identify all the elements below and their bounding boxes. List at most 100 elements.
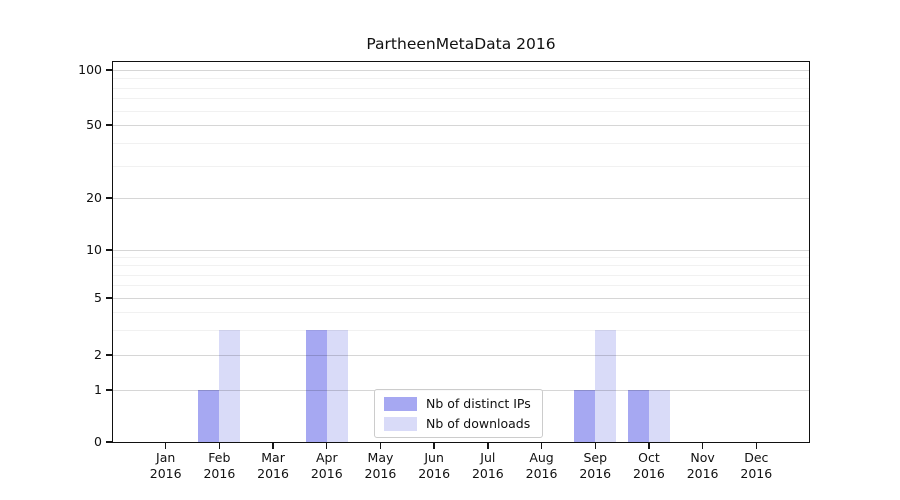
bar-nb-of-distinct-ips-sep: [574, 390, 596, 443]
x-tick-mark: [648, 443, 650, 449]
x-tick-label: Nov 2016: [669, 450, 737, 482]
y-tick-mark: [106, 69, 112, 71]
minor-gridline: [112, 274, 810, 276]
x-tick-month: Jan: [156, 450, 176, 465]
bar-nb-of-downloads-sep: [595, 329, 617, 443]
major-gridline: [112, 70, 810, 71]
chart-title: PartheenMetaData 2016: [366, 35, 556, 53]
x-tick-mark: [272, 443, 274, 449]
y-tick-mark: [106, 197, 112, 199]
major-gridline: [112, 355, 810, 356]
y-tick-mark: [106, 441, 112, 443]
y-tick-mark: [106, 124, 112, 126]
x-tick-mark: [326, 443, 328, 449]
x-tick-mark: [701, 443, 704, 449]
x-tick-month: Feb: [208, 450, 231, 465]
minor-gridline: [112, 98, 810, 100]
x-tick-year: 2016: [633, 466, 665, 481]
minor-gridline: [112, 265, 810, 267]
minor-gridline: [112, 87, 810, 89]
major-gridline: [112, 125, 810, 126]
y-tick-label: 2: [94, 347, 102, 362]
x-tick-label: Sep 2016: [561, 450, 629, 482]
x-tick-year: 2016: [364, 466, 397, 481]
x-tick-label: Jul 2016: [454, 450, 522, 482]
x-tick-label: Feb 2016: [185, 450, 253, 482]
x-tick-year: 2016: [471, 466, 504, 481]
x-tick-month: Aug: [529, 450, 554, 465]
y-tick-label: 50: [86, 117, 102, 132]
x-tick-mark: [164, 443, 167, 449]
legend-label-downloads: Nb of downloads: [426, 416, 531, 431]
bar-nb-of-distinct-ips-oct: [627, 390, 649, 443]
minor-gridline: [112, 329, 810, 331]
y-tick-mark: [106, 354, 112, 356]
legend-swatch-downloads: [384, 416, 417, 431]
x-tick-mark: [487, 443, 489, 449]
minor-gridline: [112, 110, 810, 112]
legend-label-distinct-ips: Nb of distinct IPs: [426, 396, 531, 411]
bar-nb-of-distinct-ips-apr: [305, 329, 327, 443]
x-tick-month: Nov: [690, 450, 715, 465]
x-tick-year: 2016: [686, 466, 719, 481]
y-tick-mark: [106, 389, 112, 391]
bar-nb-of-downloads-feb: [219, 329, 241, 443]
minor-gridline: [112, 257, 810, 259]
x-tick-month: May: [367, 450, 394, 465]
y-tick-label: 20: [86, 190, 102, 205]
minor-gridline: [112, 142, 810, 144]
bar-nb-of-downloads-oct: [648, 390, 670, 443]
minor-gridline: [112, 311, 810, 313]
x-tick-year: 2016: [257, 466, 289, 481]
x-tick-label: Aug 2016: [508, 450, 576, 482]
x-tick-year: 2016: [418, 466, 451, 481]
x-tick-mark: [433, 443, 435, 449]
x-tick-year: 2016: [525, 466, 558, 481]
x-tick-month: Sep: [583, 450, 607, 465]
x-tick-mark: [755, 443, 757, 449]
y-tick-mark: [106, 249, 112, 251]
major-gridline: [112, 198, 810, 199]
x-tick-label: Oct 2016: [615, 450, 683, 482]
y-tick-label: 1: [94, 382, 102, 397]
x-tick-label: Mar 2016: [239, 450, 307, 482]
legend-item-distinct-ips: Nb of distinct IPs: [384, 396, 531, 411]
minor-gridline: [112, 78, 810, 80]
x-tick-year: 2016: [149, 466, 182, 481]
x-tick-year: 2016: [579, 466, 612, 481]
x-tick-month: Mar: [261, 450, 285, 465]
x-tick-year: 2016: [740, 466, 773, 481]
x-tick-label: Jan 2016: [132, 450, 200, 482]
bar-nb-of-distinct-ips-feb: [198, 390, 220, 443]
legend-item-downloads: Nb of downloads: [384, 416, 531, 431]
legend: Nb of distinct IPs Nb of downloads: [374, 389, 543, 438]
x-tick-year: 2016: [203, 466, 236, 481]
x-tick-label: Apr 2016: [293, 450, 361, 482]
x-tick-year: 2016: [310, 466, 343, 481]
x-tick-mark: [540, 443, 543, 449]
x-tick-label: Dec 2016: [722, 450, 790, 482]
legend-swatch-distinct-ips: [384, 396, 417, 411]
bar-nb-of-downloads-apr: [326, 329, 348, 443]
y-tick-label: 0: [94, 434, 102, 449]
minor-gridline: [112, 285, 810, 287]
y-tick-mark: [106, 297, 112, 299]
x-tick-month: Apr: [315, 450, 338, 465]
y-tick-label: 100: [78, 62, 102, 77]
x-tick-mark: [218, 443, 221, 449]
major-gridline: [112, 298, 810, 299]
x-tick-month: Jun: [424, 450, 444, 465]
y-tick-label: 5: [94, 290, 102, 305]
x-tick-month: Jul: [480, 450, 496, 465]
x-tick-month: Oct: [638, 450, 660, 465]
x-tick-label: Jun 2016: [400, 450, 468, 482]
major-gridline: [112, 250, 810, 251]
x-tick-month: Dec: [744, 450, 769, 465]
x-tick-label: May 2016: [346, 450, 414, 482]
minor-gridline: [112, 165, 810, 167]
y-tick-label: 10: [86, 242, 102, 257]
x-tick-mark: [379, 443, 382, 449]
x-tick-mark: [594, 443, 596, 449]
